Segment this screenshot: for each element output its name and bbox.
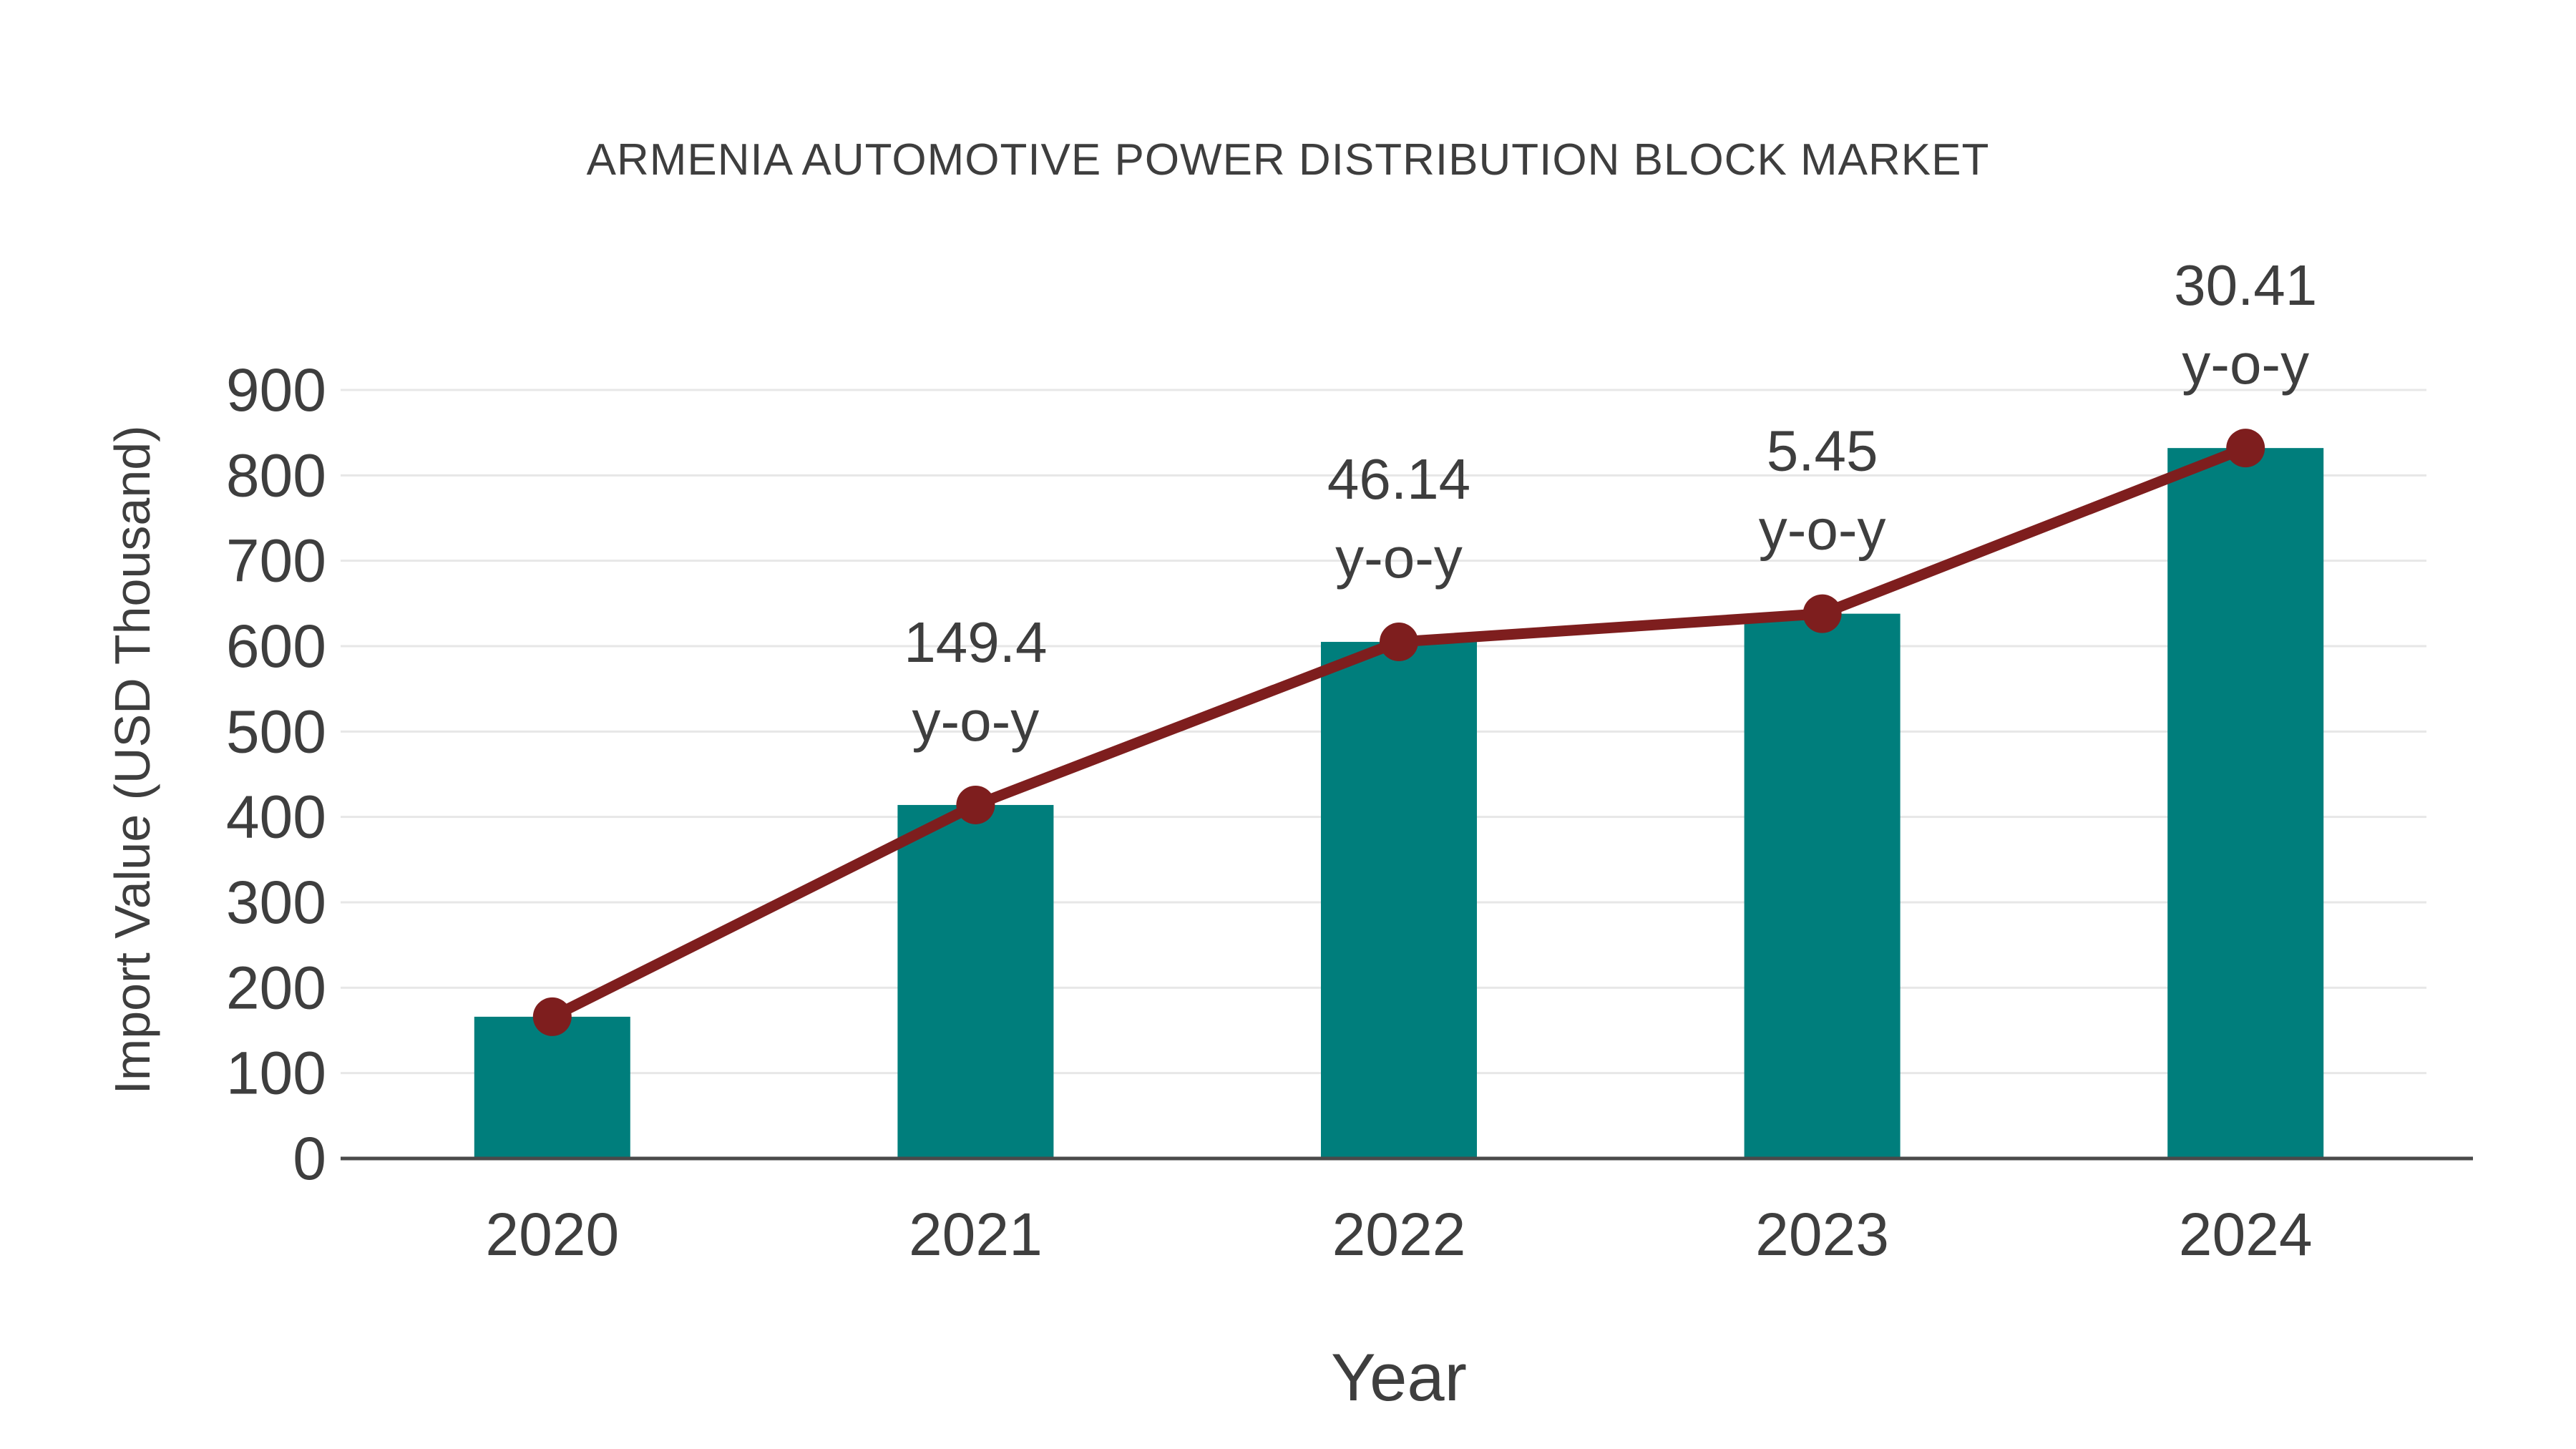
annotation-suffix-2024: y-o-y [2182, 332, 2309, 396]
annotation-value-2021: 149.4 [904, 610, 1047, 674]
bar-2022 [1321, 642, 1477, 1158]
x-tick-label-2020: 2020 [485, 1201, 619, 1268]
data-point-marker-2024 [2226, 429, 2265, 468]
y-tick-label-100: 100 [226, 1040, 326, 1107]
x-tick-label-2021: 2021 [909, 1201, 1043, 1268]
y-tick-label-500: 500 [226, 698, 326, 765]
y-tick-label-600: 600 [226, 613, 326, 680]
bar-2024 [2167, 448, 2324, 1158]
y-tick-label-300: 300 [226, 869, 326, 936]
annotation-suffix-2023: y-o-y [1759, 498, 1886, 562]
chart-title: ARMENIA AUTOMOTIVE POWER DISTRIBUTION BL… [586, 135, 1990, 185]
annotation-value-2023: 5.45 [1767, 419, 1878, 483]
y-tick-label-700: 700 [226, 527, 326, 595]
x-tick-label-2023: 2023 [1755, 1201, 1889, 1268]
annotation-suffix-2022: y-o-y [1335, 526, 1463, 590]
annotation-value-2024: 30.41 [2174, 253, 2317, 317]
x-tick-label-2022: 2022 [1332, 1201, 1466, 1268]
y-tick-label-400: 400 [226, 784, 326, 851]
data-point-marker-2021 [956, 785, 995, 824]
bar-2021 [897, 804, 1054, 1158]
data-point-marker-2023 [1802, 594, 1842, 633]
data-point-marker-2020 [532, 997, 572, 1036]
y-tick-label-0: 0 [293, 1125, 326, 1192]
x-axis-title: Year [1331, 1340, 1467, 1415]
x-tick-label-2024: 2024 [2179, 1201, 2313, 1268]
y-tick-label-800: 800 [226, 441, 326, 509]
annotation-value-2022: 46.14 [1327, 447, 1470, 511]
y-tick-label-200: 200 [226, 954, 326, 1021]
data-point-marker-2022 [1380, 623, 1418, 662]
y-tick-label-900: 900 [226, 356, 326, 424]
annotation-suffix-2021: y-o-y [912, 689, 1040, 753]
bar-2023 [1744, 613, 1901, 1158]
bar-2020 [474, 1016, 630, 1158]
